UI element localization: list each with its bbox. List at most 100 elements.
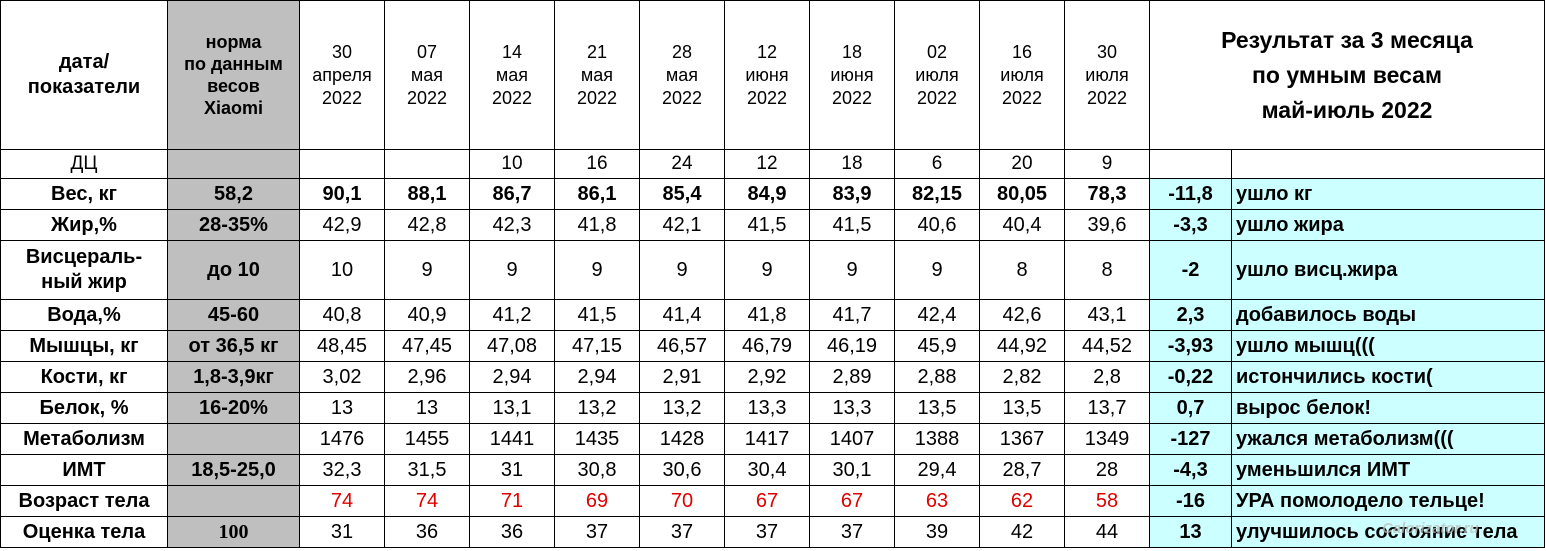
header-norm-line: Xiaomi (203, 98, 264, 118)
row-note: улучшилось состояние тела (1230, 516, 1546, 548)
row-value: 63 (894, 485, 980, 517)
row-value: 30,8 (554, 454, 640, 486)
header-date-line: 21 (586, 41, 608, 62)
row-value: 3,02 (299, 361, 385, 393)
header-norm-line: норма (205, 32, 262, 52)
row-value: 9 (894, 240, 980, 300)
row-value: 37 (809, 516, 895, 548)
row-value: 1388 (894, 423, 980, 455)
header-date-line: 2022 (576, 87, 618, 108)
row-value: 62 (979, 485, 1065, 517)
row-result: -127 (1149, 423, 1232, 455)
header-date-line: июня (830, 64, 874, 85)
row-value: 41,5 (809, 209, 895, 241)
header-date: 30 апреля 2022 (299, 0, 385, 150)
row-value: 69 (554, 485, 640, 517)
row-value: 36 (384, 516, 470, 548)
dc-value (384, 149, 470, 179)
row-value: 41,8 (554, 209, 640, 241)
table-row: Вес, кг 58,2 90,1 88,1 86,7 86,1 85,4 84,9 83,9 8… (0, 178, 1546, 210)
header-date-line: июля (1085, 64, 1129, 85)
row-norm: 58,2 (167, 178, 300, 210)
row-value: 2,8 (1064, 361, 1150, 393)
header-date-line: мая (580, 64, 614, 85)
row-value: 37 (724, 516, 810, 548)
row-value: 41,7 (809, 299, 895, 331)
row-value: 9 (384, 240, 470, 300)
row-value: 13,5 (894, 392, 980, 424)
dc-label: ДЦ (0, 149, 168, 179)
row-value: 8 (979, 240, 1065, 300)
row-value: 46,79 (724, 330, 810, 362)
row-label: Оценка тела (0, 516, 168, 548)
row-value: 39,6 (1064, 209, 1150, 241)
row-value: 13 (299, 392, 385, 424)
dc-value: 16 (554, 149, 640, 179)
row-note: ушло висц.жира (1230, 240, 1546, 300)
row-result: -0,22 (1149, 361, 1232, 393)
row-value: 8 (1064, 240, 1150, 300)
row-value: 41,5 (554, 299, 640, 331)
row-value: 28,7 (979, 454, 1065, 486)
header-date-line: 28 (671, 41, 693, 62)
header-date-line: 2022 (831, 87, 873, 108)
row-value: 1428 (639, 423, 725, 455)
row-value: 31,5 (384, 454, 470, 486)
row-value: 1367 (979, 423, 1065, 455)
row-value: 84,9 (724, 178, 810, 210)
row-value: 70 (639, 485, 725, 517)
row-label: ИМТ (0, 454, 168, 486)
header-norm-line: по данным (184, 54, 283, 74)
header-date-line: 2022 (406, 87, 448, 108)
row-value: 39 (894, 516, 980, 548)
header-date-line: июля (915, 64, 959, 85)
row-value: 9 (639, 240, 725, 300)
table-row: Висцераль-ный жир до 10 10 9 9 9 9 9 9 9 8 8 -2 ушло … (0, 240, 1546, 300)
row-label-line: ИМТ (62, 458, 106, 481)
row-note: уменьшился ИМТ (1230, 454, 1546, 486)
row-result: -16 (1149, 485, 1232, 517)
row-note: истончились кости( (1230, 361, 1546, 393)
row-value: 13,2 (554, 392, 640, 424)
row-value: 2,94 (469, 361, 555, 393)
header-date: 21 мая 2022 (554, 0, 640, 150)
row-value: 1417 (724, 423, 810, 455)
row-note: ушло мышц((( (1230, 330, 1546, 362)
row-value: 13,3 (724, 392, 810, 424)
row-norm: 45-60 (167, 299, 300, 331)
row-value: 82,15 (894, 178, 980, 210)
header-date: 28 мая 2022 (639, 0, 725, 150)
row-value: 1435 (554, 423, 640, 455)
header-date-line: 16 (1011, 41, 1033, 62)
dc-value: 6 (894, 149, 980, 179)
dc-value: 18 (809, 149, 895, 179)
row-value: 1349 (1064, 423, 1150, 455)
header-date-line: мая (410, 64, 444, 85)
row-value: 2,94 (554, 361, 640, 393)
row-label: Висцераль-ный жир (0, 240, 168, 300)
row-norm: 100 (167, 516, 300, 548)
header-date-line: 30 (331, 41, 353, 62)
row-result: 2,3 (1149, 299, 1232, 331)
header-row: дата/показатели норма по данным весов Xiaomi… (0, 0, 1546, 150)
row-result: -3,3 (1149, 209, 1232, 241)
dc-result-empty (1149, 149, 1232, 179)
row-label-line: Метаболизм (23, 427, 145, 450)
row-note: добавилось воды (1230, 299, 1546, 331)
header-label-line: дата/ (58, 51, 110, 73)
header-label-line: показатели (27, 76, 141, 98)
row-label: Кости, кг (0, 361, 168, 393)
header-label: дата/показатели (0, 0, 168, 150)
row-note: УРА помолодело тельце! (1230, 485, 1546, 517)
header-date-line: апреля (312, 64, 372, 85)
header-date-line: 18 (841, 41, 863, 62)
result-title-line: Результат за 3 месяца (1221, 26, 1473, 53)
row-value: 40,6 (894, 209, 980, 241)
row-label-line: Белок, % (39, 396, 129, 419)
row-value: 42,6 (979, 299, 1065, 331)
row-label: Вес, кг (0, 178, 168, 210)
header-date-line: 2022 (661, 87, 703, 108)
header-date-line: мая (665, 64, 699, 85)
table-row: Вода,% 45-60 40,8 40,9 41,2 41,5 41,4 41,8 41,7 4… (0, 299, 1546, 331)
table-row: Жир,% 28-35% 42,9 42,8 42,3 41,8 42,1 41,5 41,5 4… (0, 209, 1546, 241)
